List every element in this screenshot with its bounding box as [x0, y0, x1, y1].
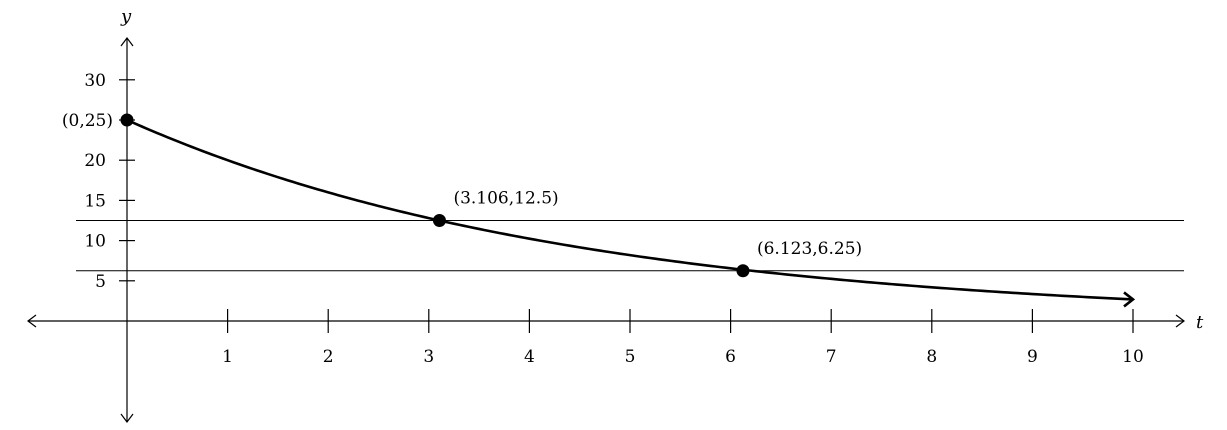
y-axis-top-arrow	[120, 37, 134, 47]
y-tick-label: 30	[84, 71, 106, 91]
x-axis-right-arrow	[1175, 314, 1185, 328]
data-point	[432, 214, 446, 227]
x-axis-label: t	[1196, 312, 1204, 333]
data-point	[736, 264, 750, 278]
decay-curve	[126, 118, 1134, 301]
y-axis-label: y	[120, 6, 132, 27]
x-tick-label: 1	[222, 347, 233, 367]
x-tick-label: 9	[1027, 347, 1038, 367]
curve-arrow-head	[1123, 291, 1136, 308]
y-axis-bottom-arrow	[120, 413, 134, 423]
x-tick-label: 5	[625, 347, 636, 367]
x-tick-label: 4	[524, 347, 535, 367]
x-ticks: 1 2 3 4 5 6 7 8 9 10	[222, 309, 1144, 367]
x-axis-left-arrow	[27, 314, 37, 328]
point-label: (6.123,6.25)	[757, 239, 862, 259]
highlighted-points: (0,25) (3.106,12.5) (6.123,6.25)	[62, 111, 862, 278]
x-tick-label: 10	[1122, 347, 1144, 367]
x-tick-label: 6	[725, 347, 736, 367]
x-tick-label: 2	[323, 347, 334, 367]
y-tick-label: 20	[84, 151, 106, 171]
curve-layer	[126, 118, 1136, 308]
y-tick-label: 5	[95, 272, 106, 292]
y-tick-label: 10	[84, 232, 106, 252]
x-tick-label: 3	[423, 347, 434, 367]
reference-lines	[76, 219, 1184, 272]
y-tick-label: 15	[84, 191, 106, 211]
x-tick-label: 7	[826, 347, 837, 367]
point-label: (3.106,12.5)	[453, 189, 558, 209]
data-point	[120, 113, 134, 127]
point-label: (0,25)	[62, 111, 113, 131]
x-tick-label: 8	[926, 347, 937, 367]
axes: t y	[27, 6, 1204, 423]
